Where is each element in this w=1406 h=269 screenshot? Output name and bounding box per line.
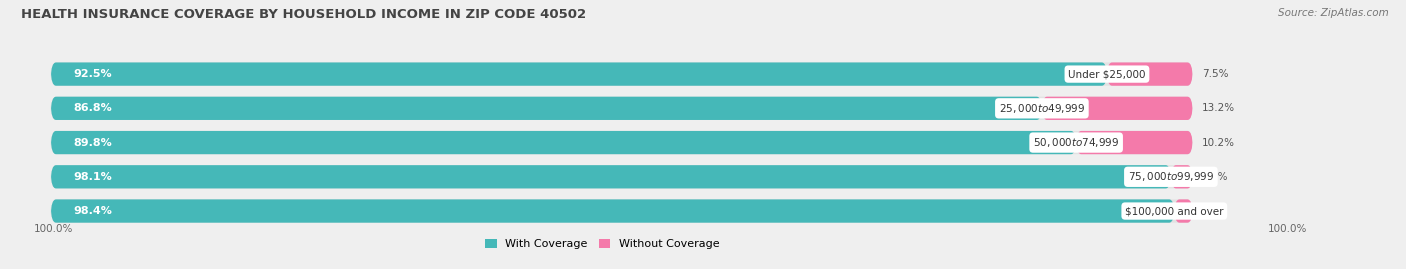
Text: 86.8%: 86.8%	[73, 103, 112, 113]
Text: Source: ZipAtlas.com: Source: ZipAtlas.com	[1278, 8, 1389, 18]
FancyBboxPatch shape	[51, 131, 1192, 154]
FancyBboxPatch shape	[51, 62, 1107, 86]
FancyBboxPatch shape	[1171, 165, 1192, 189]
FancyBboxPatch shape	[51, 199, 1174, 223]
Text: 92.5%: 92.5%	[73, 69, 112, 79]
FancyBboxPatch shape	[1042, 97, 1192, 120]
Text: 89.8%: 89.8%	[73, 137, 112, 148]
Text: 98.4%: 98.4%	[73, 206, 112, 216]
FancyBboxPatch shape	[51, 131, 1076, 154]
Text: $25,000 to $49,999: $25,000 to $49,999	[998, 102, 1085, 115]
FancyBboxPatch shape	[51, 199, 1192, 223]
Text: 13.2%: 13.2%	[1202, 103, 1234, 113]
Text: 10.2%: 10.2%	[1202, 137, 1234, 148]
FancyBboxPatch shape	[51, 97, 1192, 120]
FancyBboxPatch shape	[51, 97, 1042, 120]
FancyBboxPatch shape	[1076, 131, 1192, 154]
FancyBboxPatch shape	[51, 165, 1171, 189]
Text: Under $25,000: Under $25,000	[1069, 69, 1146, 79]
Text: 7.5%: 7.5%	[1202, 69, 1229, 79]
Text: $50,000 to $74,999: $50,000 to $74,999	[1033, 136, 1119, 149]
Text: 1.9%: 1.9%	[1202, 172, 1229, 182]
Text: 100.0%: 100.0%	[1267, 224, 1306, 234]
Text: $100,000 and over: $100,000 and over	[1125, 206, 1223, 216]
Text: HEALTH INSURANCE COVERAGE BY HOUSEHOLD INCOME IN ZIP CODE 40502: HEALTH INSURANCE COVERAGE BY HOUSEHOLD I…	[21, 8, 586, 21]
FancyBboxPatch shape	[51, 62, 1192, 86]
FancyBboxPatch shape	[1107, 62, 1192, 86]
Text: 98.1%: 98.1%	[73, 172, 112, 182]
Text: $75,000 to $99,999: $75,000 to $99,999	[1128, 170, 1213, 183]
FancyBboxPatch shape	[51, 165, 1192, 189]
Legend: With Coverage, Without Coverage: With Coverage, Without Coverage	[481, 235, 724, 254]
FancyBboxPatch shape	[1174, 199, 1192, 223]
Text: 1.6%: 1.6%	[1202, 206, 1229, 216]
Text: 100.0%: 100.0%	[34, 224, 73, 234]
